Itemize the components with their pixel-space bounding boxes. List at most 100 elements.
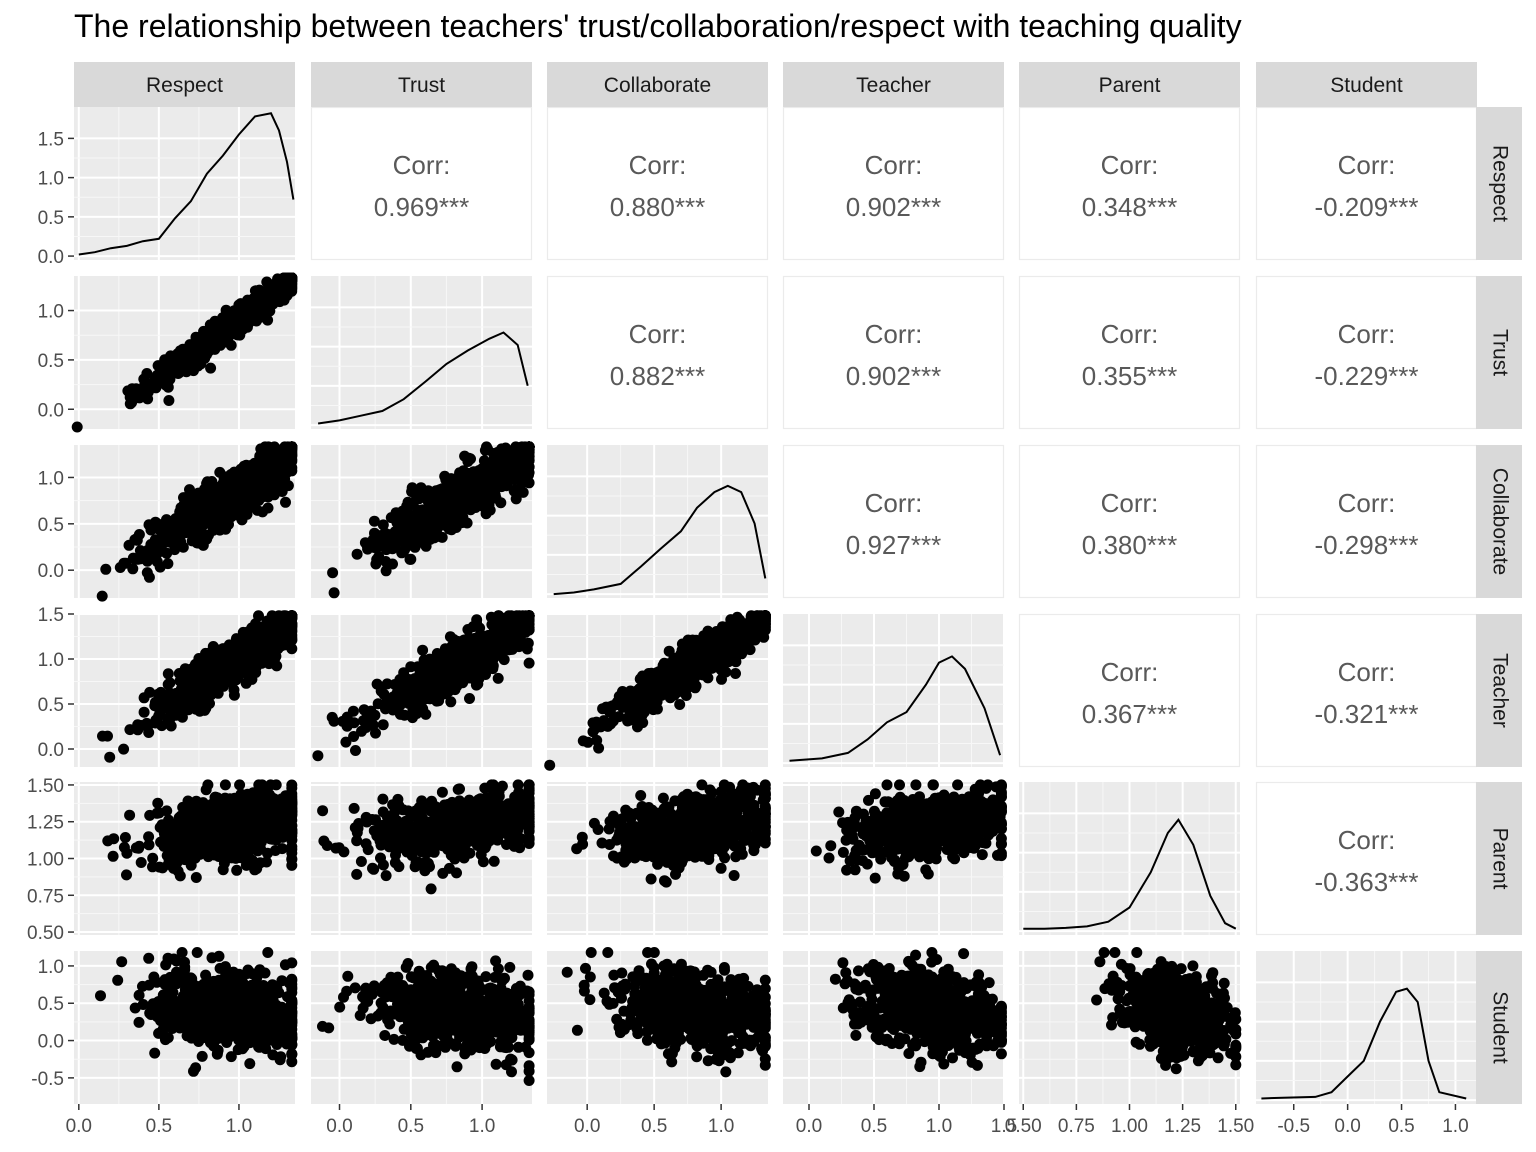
scatter-point — [268, 819, 280, 831]
scatter-point — [665, 670, 677, 682]
scatter-point — [278, 294, 290, 306]
scatter-point — [207, 524, 219, 536]
scatter-point — [643, 687, 655, 699]
scatter-point — [745, 612, 757, 623]
scatter-point — [461, 517, 473, 529]
corr-heading: Corr: — [865, 150, 923, 180]
scatter-point — [340, 736, 352, 748]
scatter-point — [690, 680, 702, 692]
scatter-point — [443, 523, 455, 535]
scatter-point — [240, 654, 252, 665]
scatter-point — [623, 711, 635, 723]
scatter-point — [202, 476, 213, 488]
scatter-point — [104, 751, 116, 763]
scatter-point — [219, 325, 231, 337]
corr-heading: Corr: — [629, 319, 687, 349]
panel-teacher-teacher — [783, 614, 1005, 767]
scatter-point — [479, 493, 491, 505]
scatter-point — [469, 482, 480, 494]
scatter-point — [216, 796, 228, 808]
scatter-point — [193, 537, 204, 549]
scatter-point — [587, 726, 599, 738]
scatter-point — [523, 454, 535, 466]
scatter-point — [143, 839, 155, 851]
scatter-point — [404, 553, 416, 565]
panel-collaborate-respect — [74, 441, 298, 602]
scatter-point — [118, 841, 130, 853]
scatter-point — [286, 841, 298, 853]
corr-value: -0.321*** — [1314, 699, 1418, 729]
scatter-point — [419, 693, 431, 705]
scatter-points — [96, 441, 298, 602]
scatter-point — [264, 479, 276, 491]
scatter-point — [414, 527, 425, 539]
scatter-point — [286, 443, 298, 455]
scatter-point — [503, 610, 515, 622]
scatter-point — [739, 638, 751, 650]
panel-respect-parent: Corr:0.348*** — [1018, 106, 1241, 261]
scatter-point — [390, 507, 402, 519]
scatter-point — [255, 633, 267, 645]
scatter-point — [477, 468, 489, 480]
corr-heading: Corr: — [1338, 150, 1396, 180]
scatter-point — [107, 850, 119, 862]
scatter-point — [152, 797, 164, 809]
scatter-point — [523, 610, 535, 622]
scatter-point — [190, 872, 202, 883]
corr-value: 0.969*** — [374, 192, 469, 222]
scatter-point — [702, 625, 714, 637]
scatter-point — [108, 833, 120, 845]
scatter-point — [678, 682, 690, 694]
corr-value: 0.367*** — [1082, 699, 1177, 729]
density-curve-respect — [78, 112, 295, 256]
scatter-point — [234, 329, 246, 341]
corr-heading: Corr: — [1101, 319, 1159, 349]
scatter-point — [544, 759, 556, 771]
corr-value: -0.209*** — [1314, 192, 1418, 222]
scatter-point — [241, 321, 253, 333]
scatter-point — [737, 620, 749, 632]
scatter-point — [461, 661, 473, 673]
corr-panel-border — [782, 444, 1005, 599]
scatter-point — [262, 314, 274, 326]
scatter-point — [236, 634, 248, 645]
panel-collaborate-trust — [311, 441, 535, 599]
corr-value: 0.348*** — [1082, 192, 1177, 222]
scatter-point — [194, 685, 206, 697]
panel-respect-collaborate: Corr:0.880*** — [546, 106, 769, 261]
scatter-point — [446, 657, 458, 669]
scatter-point — [246, 673, 258, 685]
scatter-point — [502, 641, 514, 653]
scatter-point — [231, 839, 243, 851]
scatter-point — [151, 807, 163, 819]
scatter-point — [124, 398, 136, 410]
scatter-point — [409, 541, 421, 553]
scatter-point — [162, 668, 174, 680]
corr-heading: Corr: — [865, 319, 923, 349]
scatter-point — [163, 522, 174, 534]
scatter-point — [96, 590, 108, 602]
scatter-point — [217, 478, 229, 490]
scatter-point — [267, 792, 279, 804]
scatter-point — [670, 661, 682, 673]
scatter-point — [256, 463, 268, 475]
scatter-point — [483, 481, 494, 493]
scatter-point — [261, 856, 272, 868]
scatter-point — [746, 628, 758, 640]
scatter-point — [212, 677, 224, 689]
corr-heading: Corr: — [1338, 319, 1396, 349]
scatter-point — [687, 670, 699, 682]
scatter-point — [730, 668, 741, 679]
scatter-point — [373, 530, 385, 542]
scatter-point — [523, 657, 535, 669]
panel-parent-trust — [311, 779, 535, 935]
scatter-point — [444, 631, 456, 643]
scatter-point — [436, 786, 448, 798]
scatter-point — [150, 714, 162, 726]
scatter-point — [459, 450, 471, 462]
scatter-point — [161, 805, 173, 817]
scatter-point — [443, 679, 455, 691]
scatter-point — [269, 845, 281, 856]
scatter-point — [351, 548, 363, 560]
scatter-point — [100, 563, 112, 575]
